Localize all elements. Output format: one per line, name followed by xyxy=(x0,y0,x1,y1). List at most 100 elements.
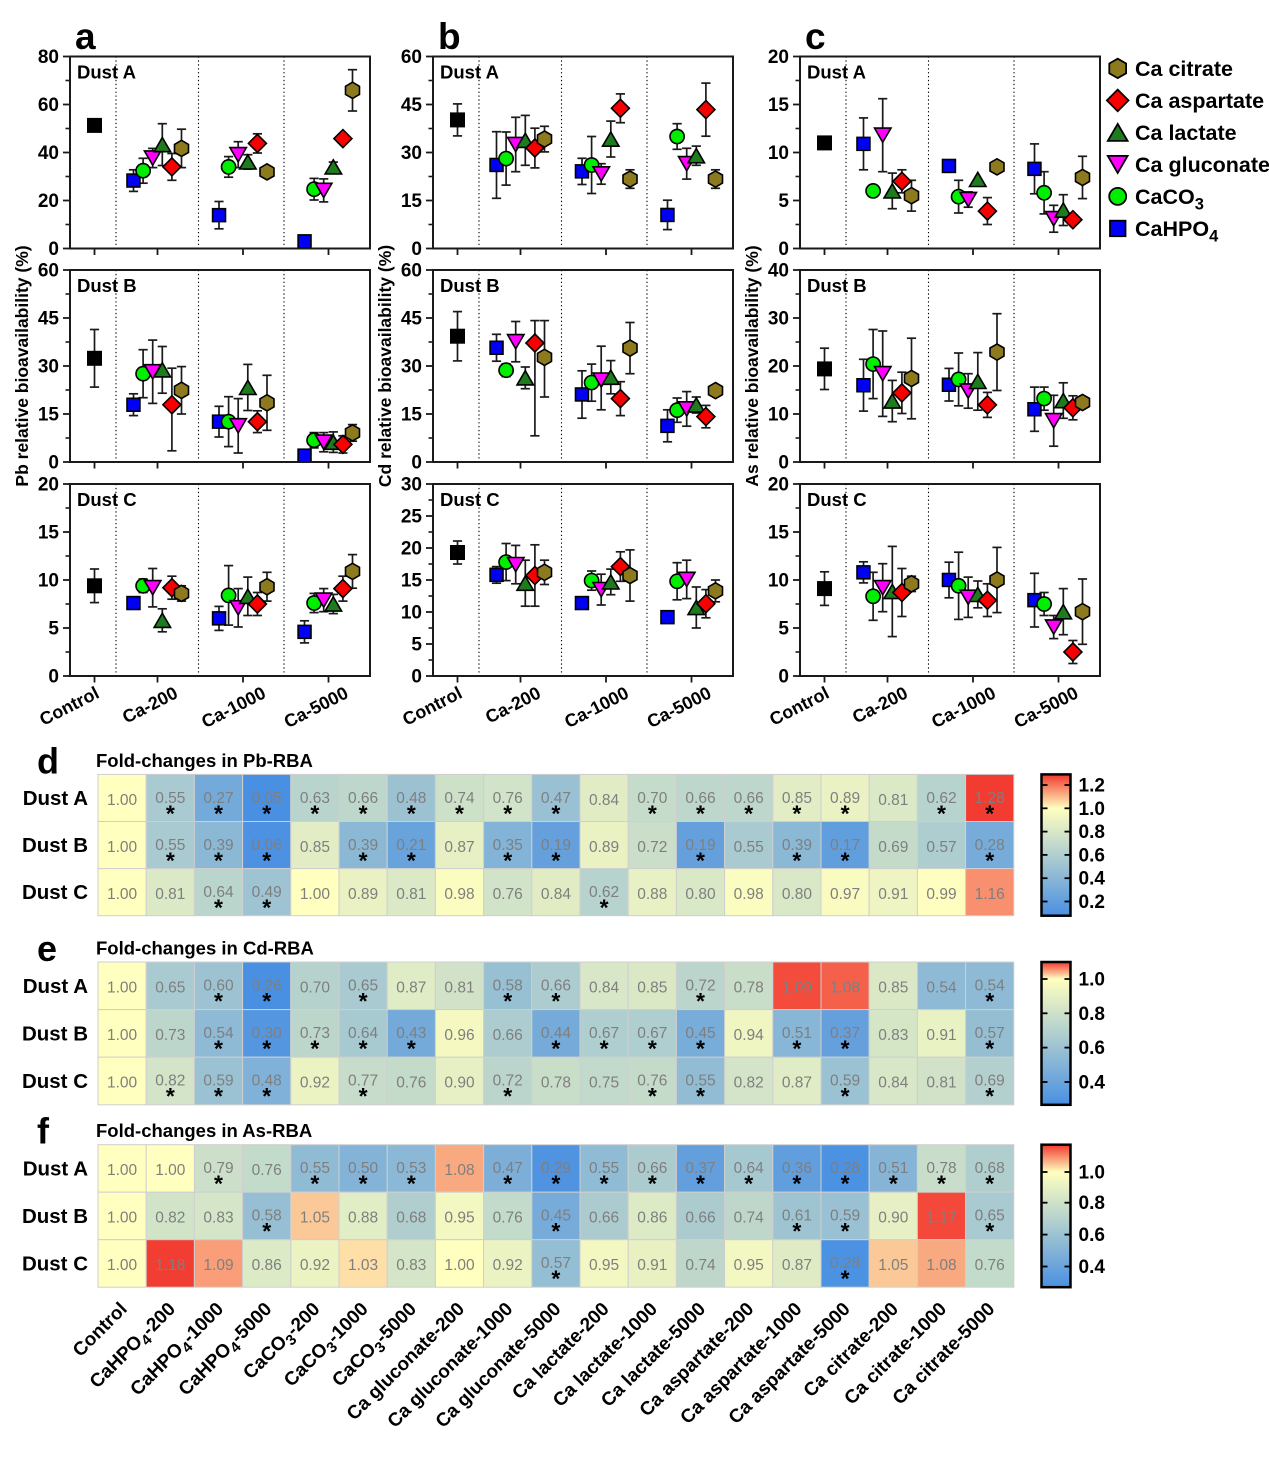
svg-text:0.83: 0.83 xyxy=(878,1027,908,1044)
svg-text:0.37: 0.37 xyxy=(685,1160,715,1177)
svg-text:Dust B: Dust B xyxy=(440,275,500,296)
svg-text:*: * xyxy=(214,895,223,921)
svg-text:0: 0 xyxy=(411,667,422,688)
svg-text:0.61: 0.61 xyxy=(782,1208,812,1225)
svg-text:0.55: 0.55 xyxy=(685,1073,715,1090)
svg-text:0.45: 0.45 xyxy=(541,1208,571,1225)
svg-text:0.8: 0.8 xyxy=(1079,822,1105,843)
svg-text:0.63: 0.63 xyxy=(300,790,330,807)
svg-text:e: e xyxy=(37,928,57,969)
svg-text:0.75: 0.75 xyxy=(589,1075,619,1092)
svg-text:*: * xyxy=(262,988,271,1014)
svg-text:1.16: 1.16 xyxy=(975,886,1005,903)
svg-text:*: * xyxy=(503,800,512,826)
svg-text:*: * xyxy=(262,800,271,826)
svg-text:0.65: 0.65 xyxy=(155,980,185,997)
svg-text:0.57: 0.57 xyxy=(926,839,956,856)
svg-text:0.37: 0.37 xyxy=(830,1025,860,1042)
svg-text:0.21: 0.21 xyxy=(396,837,426,854)
svg-text:*: * xyxy=(359,1036,368,1062)
svg-text:5: 5 xyxy=(778,619,789,640)
svg-text:0.89: 0.89 xyxy=(589,839,619,856)
svg-text:0.54: 0.54 xyxy=(203,1025,234,1042)
svg-text:30: 30 xyxy=(401,475,422,496)
svg-text:Ca gluconate: Ca gluconate xyxy=(1135,153,1269,177)
svg-text:15: 15 xyxy=(768,523,790,544)
svg-text:0.66: 0.66 xyxy=(589,1210,619,1227)
svg-text:0.28: 0.28 xyxy=(830,1160,860,1177)
svg-text:*: * xyxy=(262,1036,271,1062)
svg-text:*: * xyxy=(551,988,560,1014)
svg-text:1.00: 1.00 xyxy=(107,1162,138,1179)
svg-text:80: 80 xyxy=(38,47,59,68)
svg-text:0.70: 0.70 xyxy=(637,790,668,807)
svg-text:1.08: 1.08 xyxy=(444,1162,474,1179)
svg-text:0.87: 0.87 xyxy=(782,1257,812,1274)
svg-text:0.91: 0.91 xyxy=(926,1027,956,1044)
svg-text:0.58: 0.58 xyxy=(252,1208,282,1225)
svg-text:*: * xyxy=(937,800,946,826)
svg-text:Pb relative bioavailability (%: Pb relative bioavailability (%) xyxy=(12,245,32,486)
svg-text:*: * xyxy=(262,848,271,874)
svg-text:0.28: 0.28 xyxy=(975,837,1005,854)
svg-text:*: * xyxy=(262,1083,271,1109)
svg-text:*: * xyxy=(214,1083,223,1109)
svg-text:0.4: 0.4 xyxy=(1079,1257,1106,1278)
svg-text:0.85: 0.85 xyxy=(878,980,908,997)
svg-text:0.76: 0.76 xyxy=(396,1075,426,1092)
svg-text:a: a xyxy=(75,16,96,57)
svg-text:0.48: 0.48 xyxy=(396,790,426,807)
svg-text:0.19: 0.19 xyxy=(541,837,571,854)
svg-text:*: * xyxy=(696,848,705,874)
svg-text:0.76: 0.76 xyxy=(637,1073,667,1090)
svg-text:0.65: 0.65 xyxy=(975,1208,1005,1225)
svg-text:Fold-changes in Cd-RBA: Fold-changes in Cd-RBA xyxy=(96,938,314,959)
svg-text:0.78: 0.78 xyxy=(926,1160,956,1177)
svg-text:0.74: 0.74 xyxy=(734,1210,765,1227)
svg-text:0.83: 0.83 xyxy=(203,1210,233,1227)
svg-text:0.49: 0.49 xyxy=(252,884,282,901)
svg-text:0.8: 0.8 xyxy=(1079,1193,1105,1214)
svg-text:0.28: 0.28 xyxy=(830,1255,860,1272)
svg-text:0.89: 0.89 xyxy=(830,790,860,807)
svg-text:0.47: 0.47 xyxy=(493,1160,523,1177)
svg-text:*: * xyxy=(166,848,175,874)
svg-text:0.82: 0.82 xyxy=(155,1073,185,1090)
svg-text:*: * xyxy=(551,800,560,826)
svg-text:1.08: 1.08 xyxy=(926,1257,956,1274)
svg-text:*: * xyxy=(600,1036,609,1062)
svg-text:0.4: 0.4 xyxy=(1079,1073,1106,1094)
svg-text:0.29: 0.29 xyxy=(541,1160,571,1177)
svg-text:1.17: 1.17 xyxy=(926,1210,956,1227)
svg-text:*: * xyxy=(262,1218,271,1244)
svg-text:1.09: 1.09 xyxy=(782,980,812,997)
svg-text:0.66: 0.66 xyxy=(637,1160,667,1177)
svg-text:30: 30 xyxy=(38,357,59,378)
svg-text:*: * xyxy=(551,1171,560,1197)
svg-text:0.47: 0.47 xyxy=(541,790,571,807)
svg-text:*: * xyxy=(407,1036,416,1062)
svg-text:0.6: 0.6 xyxy=(1079,845,1105,866)
svg-text:0.4: 0.4 xyxy=(1079,869,1106,890)
svg-text:Dust B: Dust B xyxy=(807,275,867,296)
svg-text:*: * xyxy=(648,1036,657,1062)
svg-text:15: 15 xyxy=(401,571,423,592)
svg-text:*: * xyxy=(648,800,657,826)
svg-text:1.05: 1.05 xyxy=(300,1210,330,1227)
svg-text:0: 0 xyxy=(411,453,422,474)
svg-text:0.81: 0.81 xyxy=(926,1075,956,1092)
svg-text:0.92: 0.92 xyxy=(300,1257,330,1274)
svg-text:Ca aspartate: Ca aspartate xyxy=(1135,89,1264,113)
svg-text:0.82: 0.82 xyxy=(155,1210,185,1227)
svg-text:1.08: 1.08 xyxy=(830,980,860,997)
svg-text:0.55: 0.55 xyxy=(734,839,764,856)
svg-text:0.76: 0.76 xyxy=(493,790,523,807)
svg-text:0.55: 0.55 xyxy=(155,790,185,807)
svg-text:*: * xyxy=(214,1036,223,1062)
svg-text:*: * xyxy=(792,1036,801,1062)
svg-text:0.59: 0.59 xyxy=(830,1208,860,1225)
svg-text:1.00: 1.00 xyxy=(155,1162,186,1179)
svg-text:0.90: 0.90 xyxy=(878,1210,909,1227)
svg-text:Fold-changes in As-RBA: Fold-changes in As-RBA xyxy=(96,1120,312,1141)
svg-text:f: f xyxy=(37,1111,50,1152)
